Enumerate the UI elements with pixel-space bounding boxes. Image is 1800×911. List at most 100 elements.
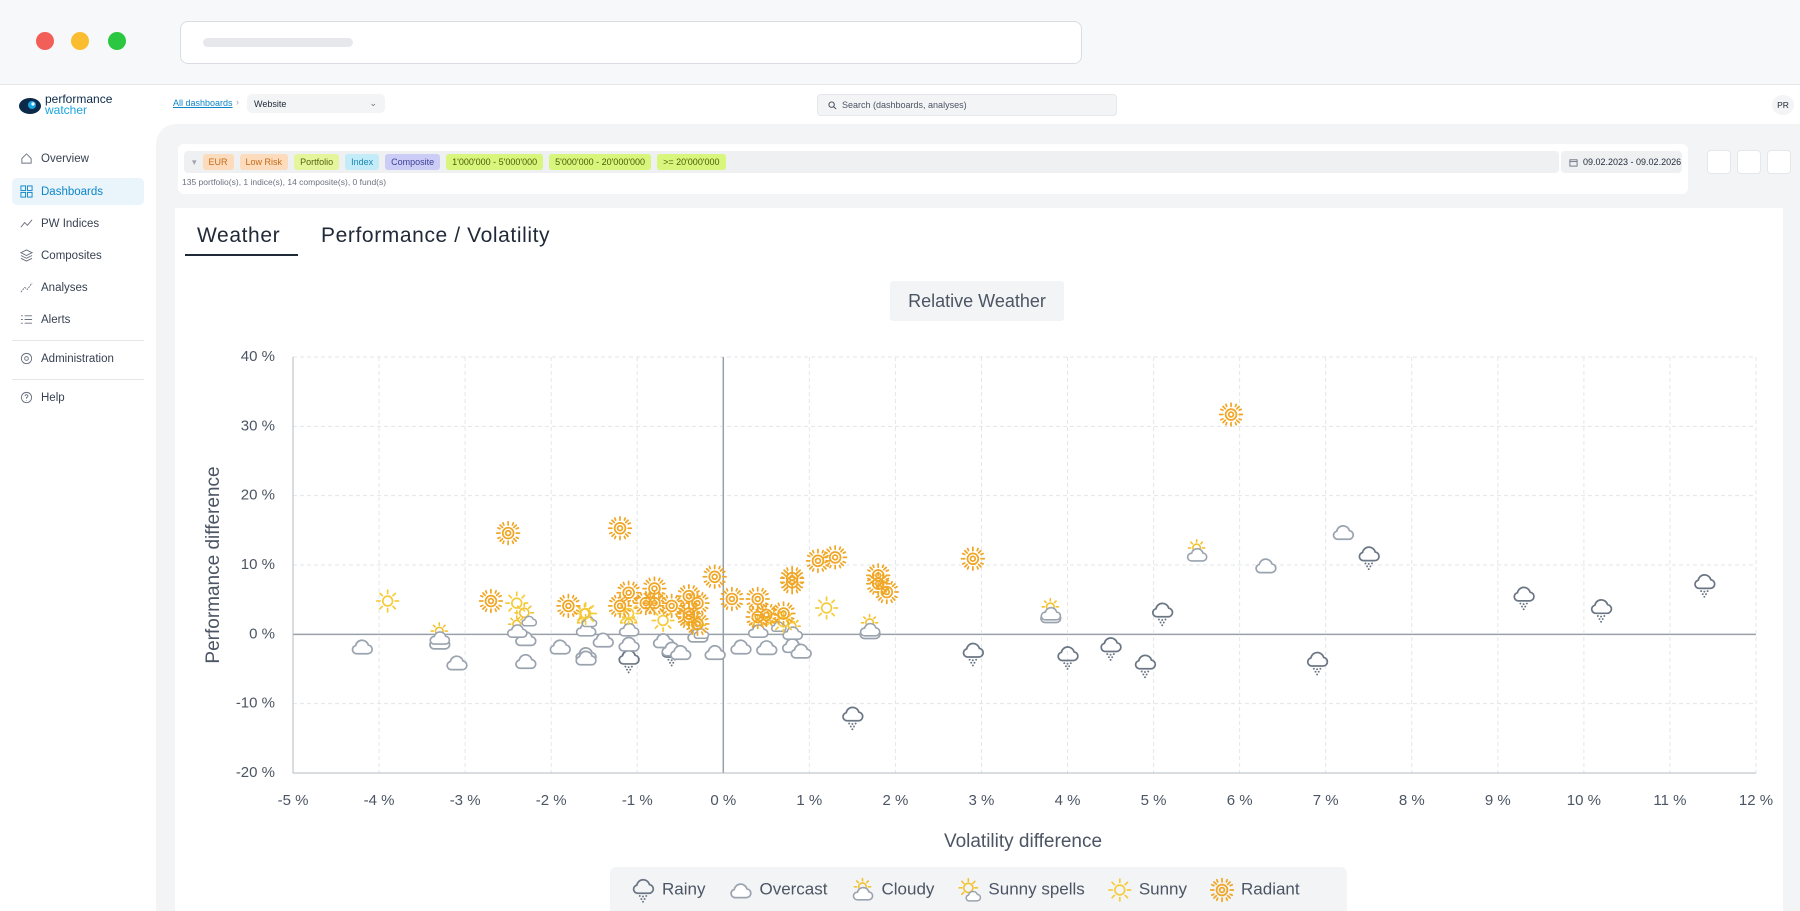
y-tick-label: -10 % — [236, 695, 275, 712]
y-tick-label: 30 % — [241, 417, 275, 434]
y-tick-label: -20 % — [236, 764, 275, 781]
print-button[interactable] — [1737, 150, 1761, 174]
address-placeholder — [203, 38, 353, 47]
point — [1332, 524, 1355, 541]
point — [351, 639, 374, 655]
x-tick-label: 7 % — [1313, 792, 1339, 809]
breadcrumb-link[interactable]: All dashboards — [173, 98, 233, 108]
point — [779, 570, 805, 595]
point — [478, 588, 504, 614]
point — [756, 640, 778, 656]
x-tick-label: 0 % — [710, 792, 736, 809]
search-box[interactable]: Search (dashboards, analyses) — [817, 94, 1117, 116]
point — [704, 644, 726, 661]
nav-item[interactable]: Overview — [12, 145, 144, 172]
x-axis-label: Volatility difference — [944, 831, 1102, 852]
x-tick-label: 1 % — [796, 792, 822, 809]
legend-label: Radiant — [1241, 879, 1300, 898]
filter-chip[interactable]: Low Risk — [239, 154, 289, 170]
nav-icon — [20, 185, 33, 198]
point — [1186, 538, 1208, 562]
point — [1590, 598, 1613, 624]
point — [1040, 597, 1062, 621]
nav-icon — [21, 153, 32, 164]
tab[interactable]: Performance / Volatility — [321, 224, 551, 247]
logo-line: watcher — [45, 103, 88, 117]
filter-summary: 135 portfolio(s), 1 indice(s), 14 compos… — [182, 177, 387, 187]
point — [549, 639, 571, 655]
point — [1255, 558, 1277, 574]
point — [814, 596, 839, 620]
point — [642, 576, 667, 601]
y-tick-label: 40 % — [241, 348, 275, 365]
dashboard-select[interactable]: Website ⌄ — [247, 94, 385, 113]
point — [730, 639, 752, 655]
nav-item[interactable]: Dashboards — [12, 178, 144, 205]
tab-indicator — [185, 254, 298, 256]
point — [754, 602, 779, 628]
filter-chip[interactable]: EUR — [202, 154, 234, 170]
nav-label: Dashboards — [41, 185, 104, 198]
logo-text: performance watcher — [45, 93, 112, 117]
filter-chip[interactable]: Portfolio — [294, 154, 340, 170]
point — [375, 589, 400, 613]
minimize-button[interactable] — [71, 32, 89, 50]
nav-item[interactable]: PW Indices — [12, 210, 144, 237]
x-tick-label: -4 % — [364, 792, 395, 809]
close-button[interactable] — [36, 32, 54, 50]
nav-icon — [20, 391, 33, 404]
point — [616, 580, 641, 605]
point — [446, 655, 468, 671]
x-tick-label: 6 % — [1227, 792, 1253, 809]
nav-item[interactable]: Administration — [12, 345, 144, 372]
user-avatar[interactable]: PR — [1772, 95, 1794, 115]
nav-label: Help — [41, 391, 65, 404]
search-icon — [828, 100, 837, 109]
point — [685, 590, 710, 616]
point — [719, 586, 745, 612]
nav-label: Overview — [41, 152, 89, 165]
maximize-button[interactable] — [108, 32, 126, 50]
point — [1513, 586, 1535, 611]
nav-item[interactable]: Analyses — [12, 274, 144, 301]
nav-icon — [20, 352, 33, 365]
x-tick-label: -2 % — [536, 792, 567, 809]
point — [1306, 651, 1329, 676]
point — [505, 591, 529, 615]
point — [859, 613, 881, 637]
nav-icon — [20, 282, 33, 293]
x-tick-label: -1 % — [622, 792, 653, 809]
filter-chip[interactable]: Composite — [385, 154, 441, 170]
more-button[interactable] — [1767, 150, 1791, 174]
filter-chip[interactable]: 5'000'000 - 20'000'000 — [549, 154, 652, 170]
export-button[interactable] — [1707, 150, 1731, 174]
x-tick-label: -3 % — [450, 792, 481, 809]
point — [702, 564, 727, 590]
filter-chip[interactable]: Index — [345, 154, 380, 170]
x-tick-label: 3 % — [969, 792, 995, 809]
x-tick-label: 8 % — [1399, 792, 1425, 809]
x-tick-label: 12 % — [1739, 792, 1773, 809]
nav-icon — [20, 315, 33, 324]
nav-item[interactable]: Help — [12, 384, 144, 411]
nav-item[interactable]: Composites — [12, 242, 144, 269]
filter-chip[interactable]: >= 20'000'000 — [657, 154, 726, 170]
browser-bar — [0, 0, 1800, 85]
filter-chip[interactable]: 1'000'000 - 5'000'000 — [446, 154, 544, 170]
date-picker[interactable]: 09.02.2023 - 09.02.2026 — [1561, 151, 1682, 173]
filter-toggle[interactable]: ▾ — [192, 156, 197, 167]
point — [429, 622, 451, 645]
filter-row[interactable]: ▾ EUR Low Risk Portfolio Index Composite… — [184, 151, 1559, 173]
legend-label: Sunny spells — [988, 879, 1084, 898]
point — [556, 593, 581, 619]
nav-item[interactable]: Alerts — [12, 306, 144, 333]
legend-label: Cloudy — [882, 879, 935, 898]
nav-label: Analyses — [41, 281, 88, 294]
nav-label: PW Indices — [41, 217, 100, 230]
address-bar[interactable] — [180, 21, 1082, 64]
point — [960, 546, 986, 572]
select-arrow: ⌄ — [369, 98, 377, 108]
tab[interactable]: Weather — [197, 224, 281, 247]
